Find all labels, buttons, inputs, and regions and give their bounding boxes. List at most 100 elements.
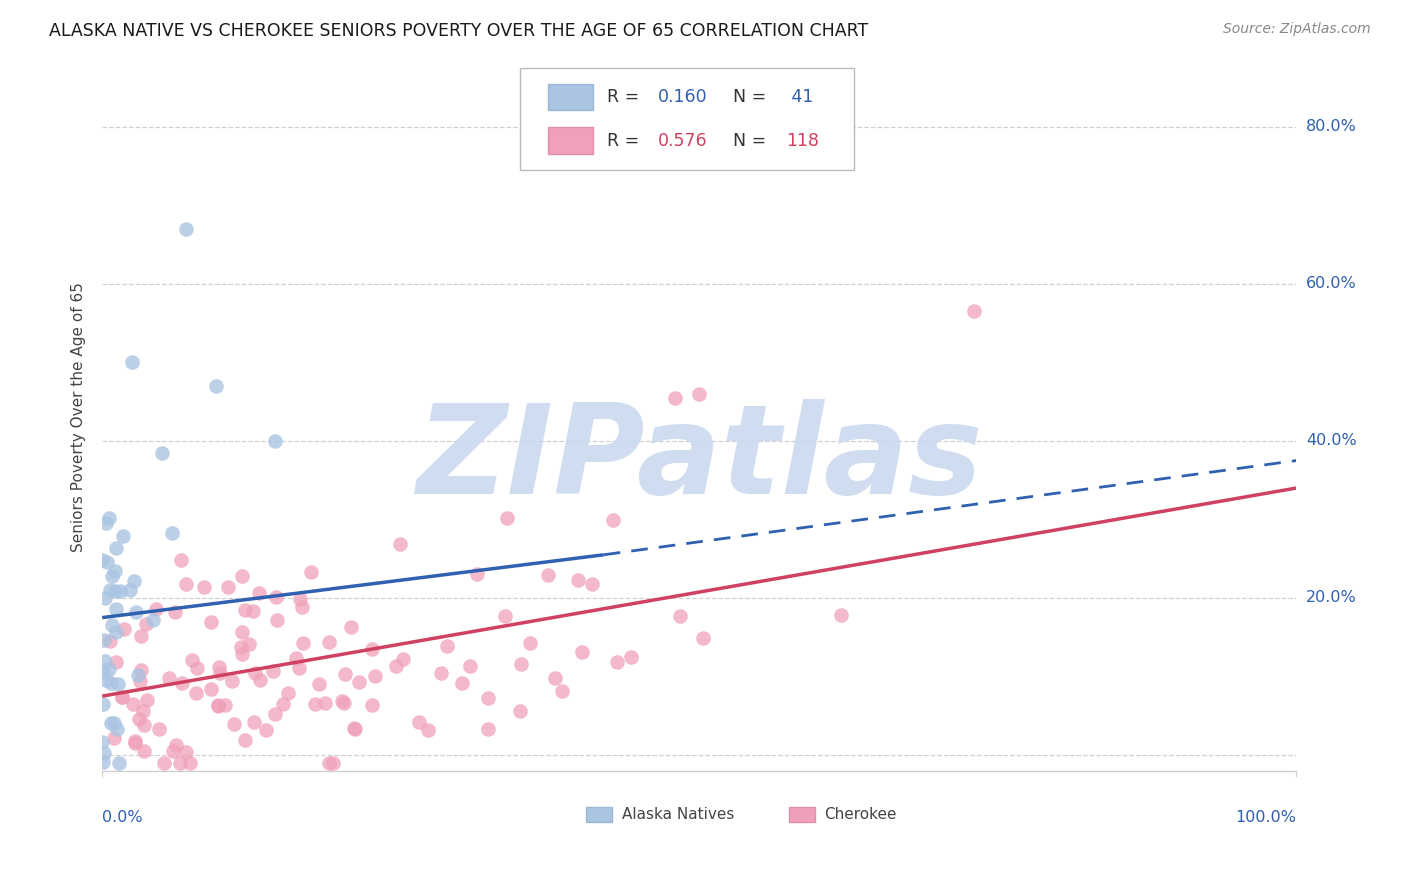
Point <box>254 723 277 738</box>
Point <box>388 537 411 551</box>
Point <box>180 653 202 667</box>
Point <box>664 391 686 405</box>
Point <box>509 704 531 718</box>
Point <box>308 677 330 691</box>
Point <box>148 722 170 736</box>
Point <box>108 756 131 770</box>
Point <box>112 529 135 543</box>
Text: Source: ZipAtlas.com: Source: ZipAtlas.com <box>1223 22 1371 37</box>
Point <box>222 716 245 731</box>
Point <box>264 707 287 722</box>
Point <box>340 620 363 634</box>
Point <box>229 640 252 654</box>
Point <box>128 674 150 689</box>
Point <box>494 609 516 624</box>
Text: 0.576: 0.576 <box>658 132 707 150</box>
Point <box>100 675 122 690</box>
Point <box>162 744 184 758</box>
Point <box>233 733 256 747</box>
Point <box>200 681 222 696</box>
Point <box>510 657 533 672</box>
FancyBboxPatch shape <box>520 68 855 170</box>
Point <box>186 661 208 675</box>
Point <box>238 637 260 651</box>
Point <box>291 636 314 650</box>
Point <box>91 553 114 567</box>
Point <box>314 696 336 710</box>
Point <box>208 660 231 674</box>
Text: R =: R = <box>607 132 645 150</box>
Point <box>104 583 127 598</box>
Point <box>207 698 229 713</box>
Point <box>165 738 187 752</box>
Point <box>94 654 117 668</box>
Point <box>243 666 266 681</box>
Bar <box>547 128 593 154</box>
Point <box>451 676 474 690</box>
Point <box>132 704 155 718</box>
Point <box>157 671 180 685</box>
Point <box>217 580 239 594</box>
Text: 100.0%: 100.0% <box>1236 810 1296 824</box>
Point <box>128 712 150 726</box>
Point <box>249 673 271 688</box>
Point <box>125 605 148 619</box>
Point <box>318 635 340 649</box>
Point <box>104 625 127 640</box>
Point <box>142 614 165 628</box>
Point <box>136 693 159 707</box>
Point <box>333 697 356 711</box>
Point <box>103 731 125 745</box>
Point <box>235 603 257 617</box>
Point <box>174 745 197 759</box>
Point <box>288 591 311 606</box>
Point <box>174 576 197 591</box>
Point <box>98 510 121 524</box>
Point <box>91 735 114 749</box>
Point <box>208 666 231 681</box>
Text: Alaska Natives: Alaska Natives <box>621 807 734 822</box>
Point <box>121 355 143 369</box>
Point <box>172 675 194 690</box>
Point <box>519 636 541 650</box>
Point <box>91 755 114 769</box>
Point <box>288 661 311 675</box>
Point <box>361 642 384 657</box>
Point <box>169 756 191 770</box>
Point <box>214 698 236 712</box>
Text: 40.0%: 40.0% <box>1306 434 1357 449</box>
Point <box>264 434 287 448</box>
Point <box>107 676 129 690</box>
Point <box>145 602 167 616</box>
Text: 0.160: 0.160 <box>658 88 707 106</box>
Point <box>124 734 146 748</box>
Point <box>231 624 253 639</box>
Point <box>318 756 340 770</box>
Point <box>160 526 183 541</box>
Point <box>110 690 132 704</box>
Point <box>284 651 307 665</box>
Point <box>132 744 155 758</box>
Point <box>231 569 253 583</box>
Text: Cherokee: Cherokee <box>824 807 897 822</box>
Point <box>364 669 387 683</box>
Point <box>263 665 285 679</box>
Point <box>98 582 121 597</box>
Point <box>186 686 208 700</box>
Point <box>392 652 415 666</box>
Text: 0.0%: 0.0% <box>103 810 143 824</box>
Point <box>543 671 565 685</box>
Point <box>104 541 127 555</box>
Point <box>104 655 127 669</box>
Text: 60.0%: 60.0% <box>1306 277 1357 292</box>
Text: N =: N = <box>733 132 772 150</box>
Point <box>963 304 986 318</box>
Text: 20.0%: 20.0% <box>1306 591 1357 606</box>
Point <box>204 379 226 393</box>
Point <box>266 613 288 627</box>
Text: 80.0%: 80.0% <box>1306 120 1357 135</box>
Point <box>347 674 370 689</box>
Point <box>174 222 197 236</box>
Bar <box>586 806 612 822</box>
Point <box>97 662 120 676</box>
